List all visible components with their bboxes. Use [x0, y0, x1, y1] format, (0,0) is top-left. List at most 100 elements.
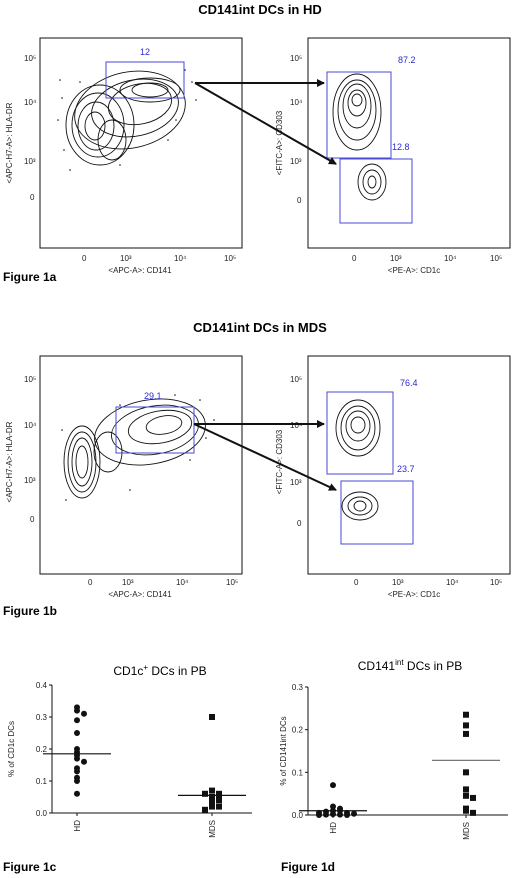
data-point-mds	[202, 806, 208, 813]
data-point-hd	[81, 710, 87, 717]
fig1b-right-gate-lower-value: 23.7	[397, 464, 415, 474]
y-axis-label: % of CD141int DCs	[279, 716, 288, 785]
data-point-hd	[74, 717, 80, 724]
data-point-mds	[216, 790, 222, 797]
fig1a-left-xtick: 10⁵	[224, 254, 236, 263]
fig1a-right-xtick: 10⁵	[490, 254, 502, 263]
fig1a-right-plot: 87.2 12.8 0 10³ 10⁴ 10⁵ 10⁵ 10⁴ 10³ 0 <P…	[275, 37, 511, 275]
fig1b-left-plot: 29.1 0 10³ 10⁴ 10⁵ 10⁵ 10⁴ 10³ 0 <APC-A>…	[5, 355, 243, 599]
figure-1d-title: CD141int DCs in PB	[357, 658, 463, 673]
fig1a-right-xtick: 10³	[390, 254, 402, 263]
data-point-hd	[330, 782, 336, 789]
y-tick-label: 0.1	[292, 768, 304, 777]
y-tick-label: 0.2	[292, 726, 304, 735]
x-tick-label: HD	[73, 820, 82, 832]
data-point-mds	[209, 787, 215, 794]
fig1b-right-ytick: 10⁴	[290, 421, 303, 430]
fig1a-right-xtick: 10⁴	[444, 254, 457, 263]
fig1b-right-ytick: 10³	[290, 478, 302, 487]
fig1a-right-gate-lower-value: 12.8	[392, 142, 410, 152]
fig1a-gate-arrows	[194, 79, 337, 165]
data-point-mds	[202, 790, 208, 797]
data-point-mds	[470, 794, 476, 801]
fig1a-left-xticks: 0 10³ 10⁴ 10⁵	[82, 254, 236, 263]
fig1a-left-ytick: 0	[30, 193, 35, 202]
fig1a-right-xticks: 0 10³ 10⁴ 10⁵	[352, 254, 502, 263]
y-tick-label: 0.1	[36, 777, 48, 786]
fig1a-right-ylabel: <FITC-A>: CD303	[275, 110, 284, 175]
figure-1d-label: Figure 1d	[281, 860, 336, 874]
fig1a-right-gate-upper-value: 87.2	[398, 55, 416, 65]
data-point-mds	[209, 800, 215, 807]
fig1b-left-xtick: 10⁴	[176, 578, 189, 587]
figure-1c-title: CD1c+ DCs in PB	[113, 663, 207, 678]
fig1b-left-yticks: 10⁵ 10⁴ 10³ 0	[24, 375, 37, 524]
fig1d-dot-plot: 0.0 0.1 0.2 0.3 % of CD141int DCs HD MDS	[279, 683, 508, 840]
fig1b-right-xtick: 10³	[392, 578, 404, 587]
fig1a-left-frame	[39, 37, 243, 249]
fig1b-left-gate-value: 29.1	[144, 391, 162, 401]
data-point-hd	[74, 778, 80, 784]
y-tick-label: 0.0	[292, 811, 304, 820]
data-point-hd	[344, 812, 350, 818]
fig1b-right-yticks: 10⁵ 10⁴ 10³ 0	[290, 375, 303, 528]
fig1b-left-xtick: 0	[88, 578, 93, 587]
fig1b-left-gate	[115, 406, 195, 454]
fig1c-dot-plot: 0.0 0.1 0.2 0.3 0.4 % of CD1c DCs HD MDS	[7, 681, 252, 838]
data-point-hd	[74, 790, 80, 797]
fig1b-right-ytick: 10⁵	[290, 375, 302, 384]
fig1b-right-ytick: 0	[297, 519, 302, 528]
fig1a-left-contours	[65, 70, 186, 166]
fig1b-left-ylabel: <APC-H7-A>: HLA-DR	[5, 421, 14, 502]
x-tick-label: MDS	[208, 820, 217, 838]
data-point-mds	[463, 769, 469, 776]
fig1b-left-frame	[39, 355, 243, 575]
fig1b-right-xtick: 10⁵	[490, 578, 502, 587]
data-point-hd	[337, 811, 343, 818]
fig1b-right-frame	[307, 355, 511, 575]
fig1a-left-gate	[105, 61, 185, 99]
fig1b-right-ylabel: <FITC-A>: CD303	[275, 429, 284, 494]
data-point-hd	[316, 812, 322, 818]
fig1b-right-gate-upper-value: 76.4	[400, 378, 418, 388]
fig1b-left-dots	[61, 394, 215, 501]
fig1a-right-yticks: 10⁵ 10⁴ 10³ 0	[290, 54, 303, 205]
data-point-mds	[209, 714, 215, 720]
fig1b-gate-arrows	[193, 420, 337, 491]
fig1a-right-ytick: 10⁵	[290, 54, 302, 63]
fig1a-right-xlabel: <PE-A>: CD1c	[388, 266, 440, 275]
data-point-hd	[81, 758, 87, 765]
fig1a-left-xlabel: <APC-A>: CD141	[108, 266, 172, 275]
fig1a-left-ylabel: <APC-H7-A>: HLA-DR	[5, 102, 14, 183]
figure-1b-title: CD141int DCs in MDS	[193, 320, 327, 335]
data-point-hd	[74, 755, 80, 762]
fig1b-left-xtick: 10³	[122, 578, 134, 587]
y-axis-label: % of CD1c DCs	[7, 721, 16, 777]
data-point-mds	[463, 807, 469, 814]
figure-1a-title: CD141int DCs in HD	[198, 2, 322, 17]
data-point-hd	[74, 768, 80, 775]
data-point-mds	[216, 797, 222, 804]
fig1b-right-xtick: 0	[354, 578, 359, 587]
fig1a-right-xtick: 0	[352, 254, 357, 263]
fig1a-right-contours	[332, 73, 387, 201]
data-point-mds	[209, 794, 215, 800]
fig1b-left-contours	[63, 398, 206, 499]
data-point-mds	[216, 794, 222, 800]
fig1b-right-contours	[335, 399, 381, 521]
fig1b-right-gate-lower	[340, 480, 414, 545]
y-tick-label: 0.4	[36, 681, 48, 690]
fig1b-right-xtick: 10⁴	[446, 578, 459, 587]
fig1b-left-ytick: 10⁴	[24, 421, 37, 430]
fig1a-left-xtick: 10³	[120, 254, 132, 263]
fig1a-left-ytick: 10³	[24, 157, 36, 166]
fig1a-left-ytick: 10⁴	[24, 98, 37, 107]
data-point-mds	[216, 803, 222, 810]
data-point-hd	[74, 707, 80, 714]
fig1b-right-plot: 76.4 23.7 0 10³ 10⁴ 10⁵ 10⁵ 10⁴ 10³ 0 <P…	[275, 355, 511, 599]
y-tick-label: 0.3	[292, 683, 304, 692]
y-tick-label: 0.3	[36, 713, 48, 722]
figure-1b-label: Figure 1b	[3, 604, 58, 618]
fig1b-right-xlabel: <PE-A>: CD1c	[388, 590, 440, 599]
